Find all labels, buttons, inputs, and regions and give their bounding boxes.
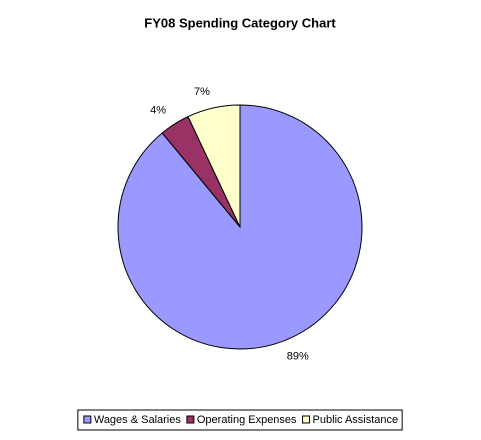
legend-label: Operating Expenses bbox=[197, 414, 297, 426]
data-label: 4% bbox=[150, 104, 166, 116]
legend-swatch bbox=[83, 415, 92, 424]
chart-title: FY08 Spending Category Chart bbox=[144, 15, 336, 30]
legend-swatch bbox=[302, 415, 311, 424]
data-label: 89% bbox=[287, 351, 309, 363]
legend-label: Wages & Salaries bbox=[94, 414, 182, 426]
legend-box bbox=[77, 409, 403, 431]
pie-slice bbox=[187, 104, 241, 228]
legend-label: Public Assistance bbox=[313, 414, 399, 426]
legend-swatch bbox=[186, 415, 195, 424]
legend: Wages & Salaries Operating Expenses Public… bbox=[77, 409, 403, 431]
data-label: 7% bbox=[194, 86, 210, 98]
